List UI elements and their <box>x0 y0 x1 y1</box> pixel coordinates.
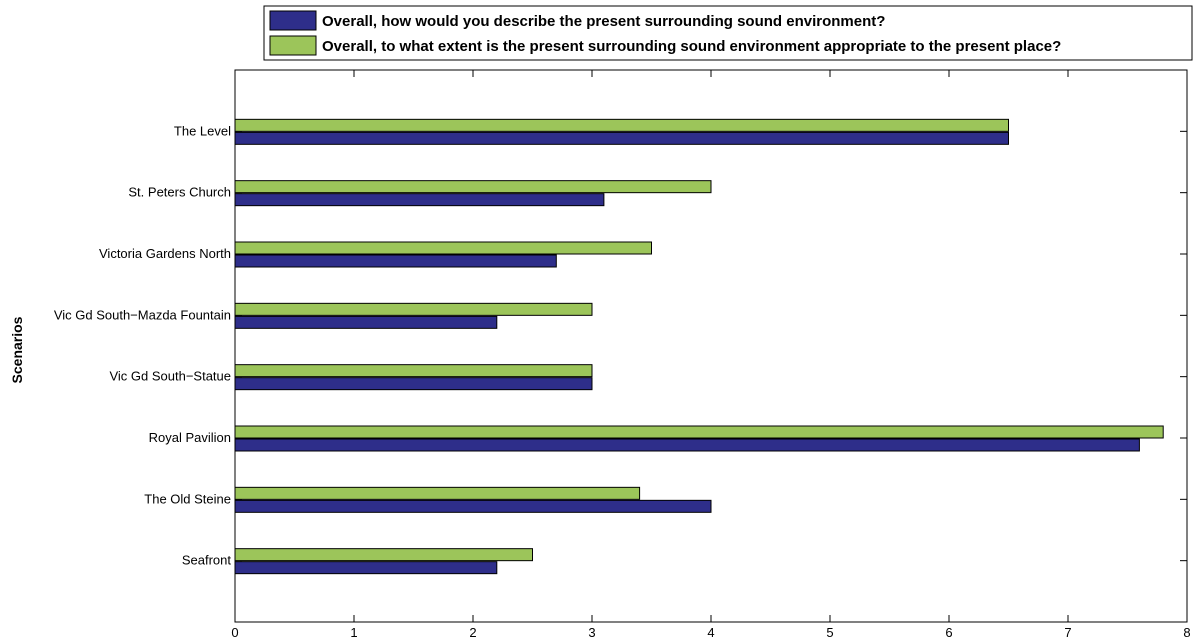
y-tick-label: The Level <box>174 123 231 138</box>
x-tick-label: 4 <box>707 625 714 640</box>
legend-swatch-series-1 <box>269 10 317 31</box>
x-tick-label: 3 <box>588 625 595 640</box>
bar-series-1 <box>234 499 712 513</box>
x-tick-label: 0 <box>231 625 238 640</box>
x-tick-label: 1 <box>350 625 357 640</box>
legend-label-series-1: Overall, how would you describe the pres… <box>322 13 885 30</box>
legend-box <box>263 5 1193 61</box>
bar-series-1 <box>234 315 498 329</box>
y-tick-label: Victoria Gardens North <box>99 246 231 261</box>
y-tick-label: Vic Gd South−Mazda Fountain <box>54 307 231 322</box>
bar-series-2 <box>234 425 1164 439</box>
bar-series-2 <box>234 241 652 255</box>
plot-frame <box>234 69 1188 623</box>
bar-series-1 <box>234 254 557 268</box>
y-axis-title: Scenarios <box>9 316 25 383</box>
bar-series-2 <box>234 118 1009 132</box>
legend-label-series-2: Overall, to what extent is the present s… <box>322 38 1061 55</box>
bar-series-2 <box>234 180 712 194</box>
y-tick-label: The Old Steine <box>144 491 231 506</box>
bar-series-2 <box>234 548 533 562</box>
y-tick-label: St. Peters Church <box>128 185 231 200</box>
plot-area: 0 1 2 3 4 5 6 7 8 The Level St. Peters Church Victo… <box>54 69 1191 640</box>
y-tick-label: Vic Gd South−Statue <box>109 369 231 384</box>
bar-series-1 <box>234 377 593 391</box>
bar-series-2 <box>234 302 593 316</box>
bar-series-1 <box>234 438 1140 452</box>
legend: Overall, how would you describe the pres… <box>263 5 1193 61</box>
bar-series-1 <box>234 131 1009 145</box>
x-tick-label: 5 <box>826 625 833 640</box>
legend-swatch-series-2 <box>269 35 317 56</box>
bar-series-2 <box>234 486 641 500</box>
y-tick-label: Royal Pavilion <box>149 430 231 445</box>
x-tick-label: 2 <box>469 625 476 640</box>
x-tick-label: 6 <box>945 625 952 640</box>
bar-series-2 <box>234 364 593 378</box>
bar-series-1 <box>234 193 605 207</box>
x-tick-label: 8 <box>1183 625 1190 640</box>
x-tick-label: 7 <box>1064 625 1071 640</box>
y-tick-label: Seafront <box>182 553 232 568</box>
bar-series-1 <box>234 561 498 575</box>
